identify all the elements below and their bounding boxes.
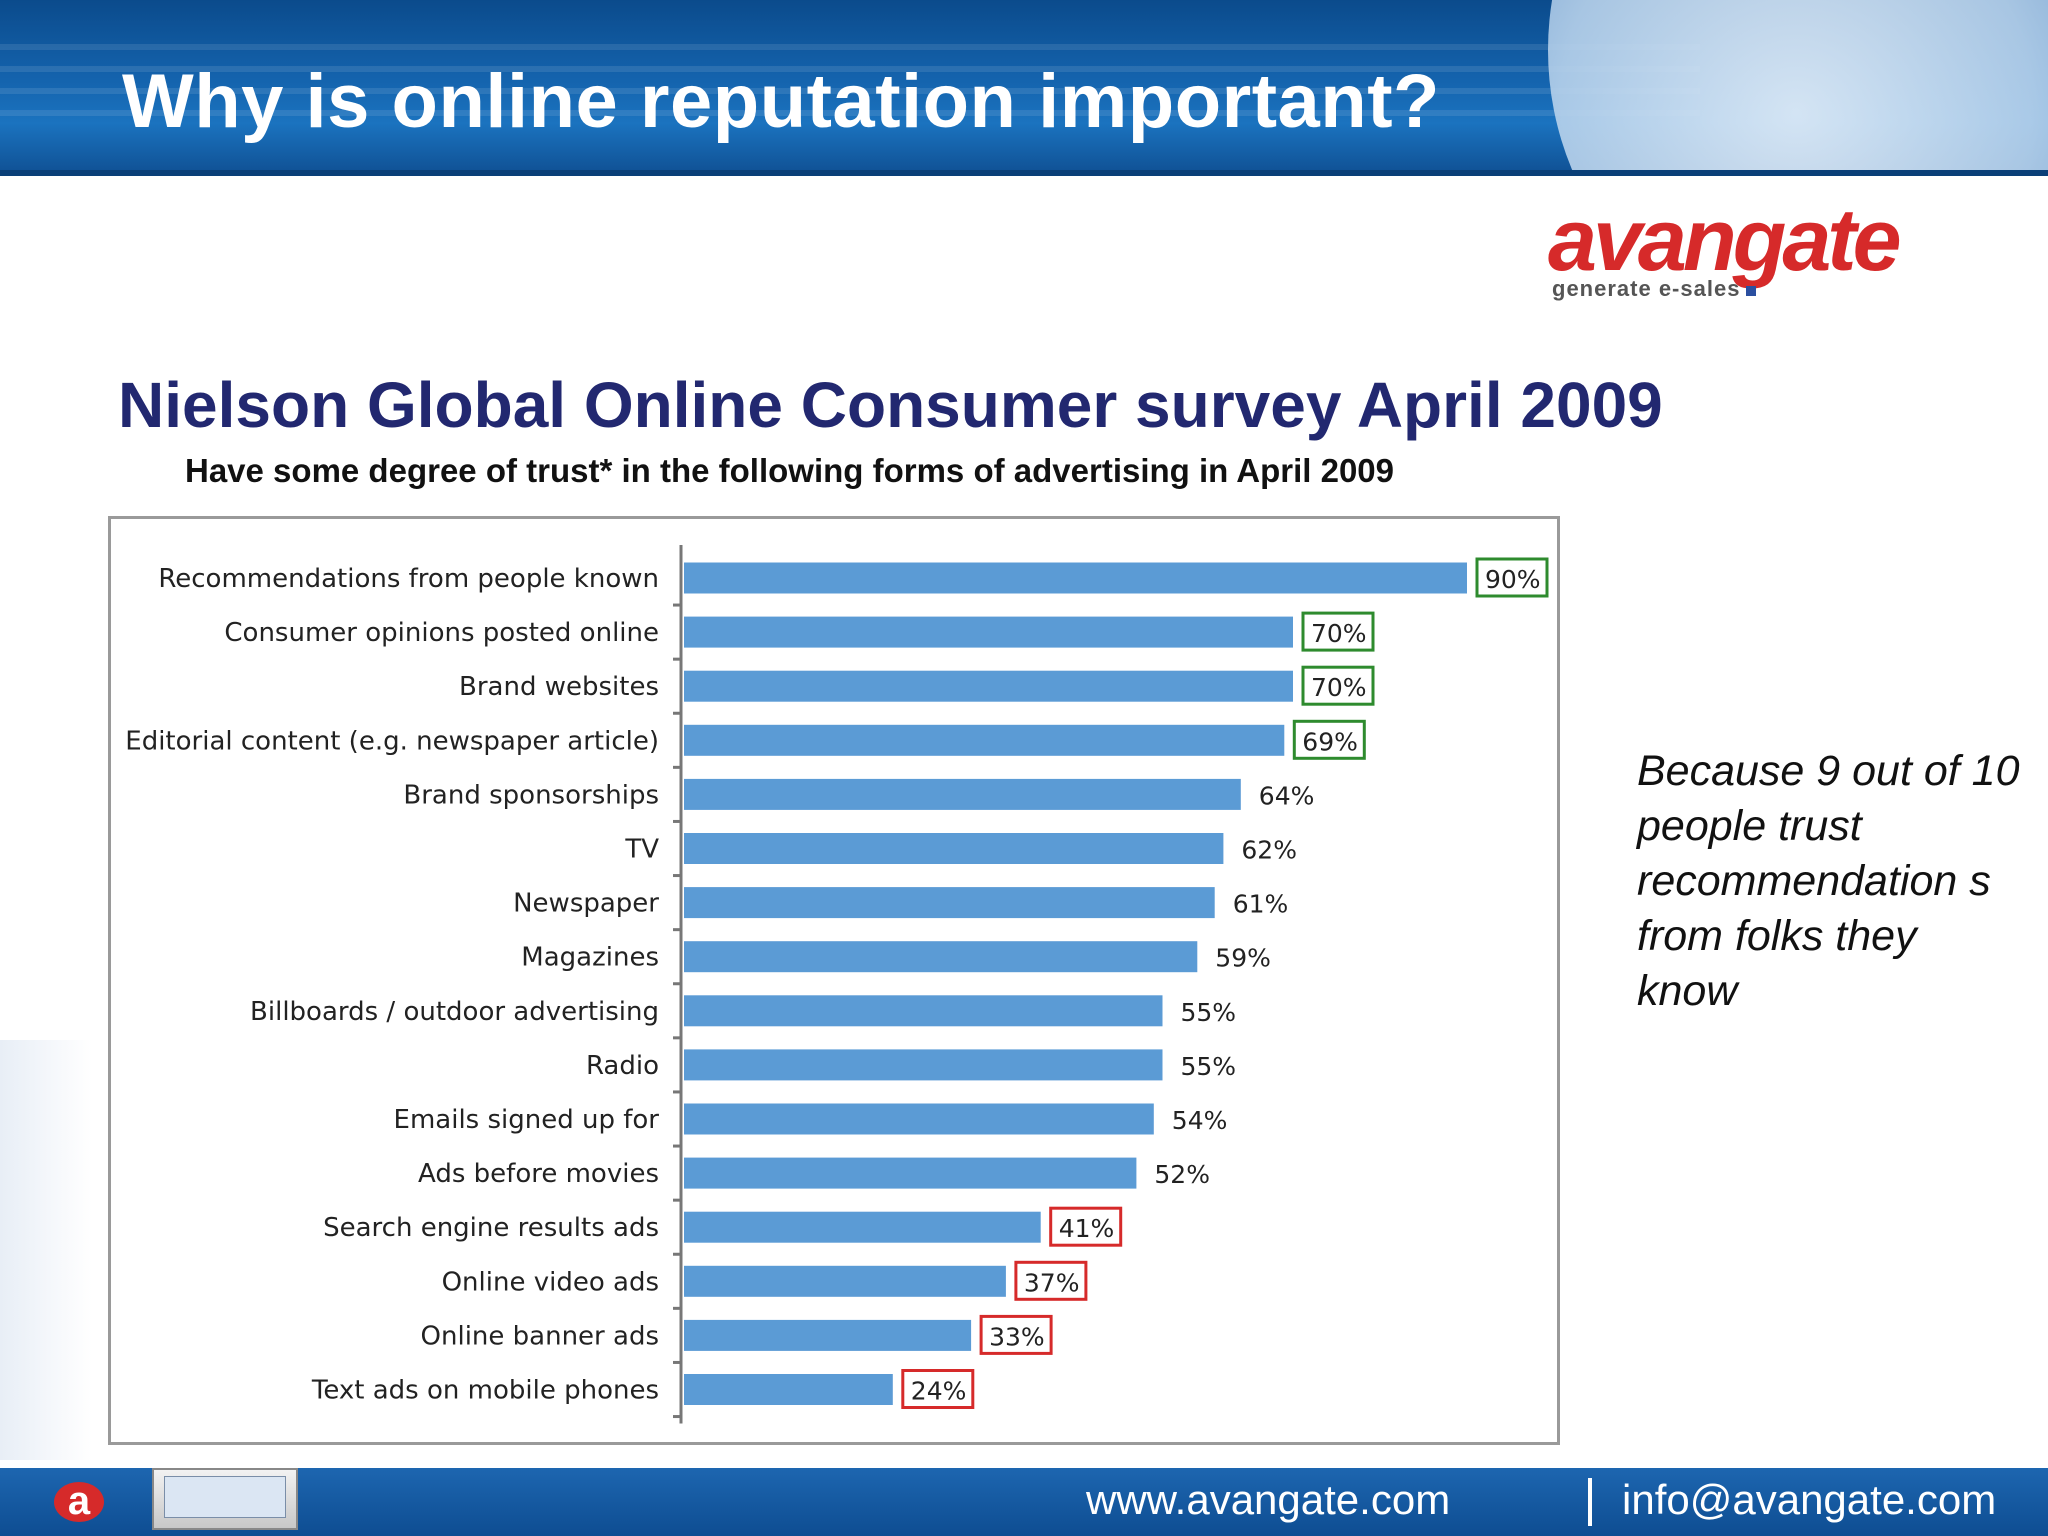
logo-tagline-text: generate e-sales bbox=[1552, 276, 1741, 301]
bar bbox=[684, 1103, 1154, 1135]
data-label: 61% bbox=[1233, 890, 1289, 919]
avangate-logo: avangate generate e-sales bbox=[1548, 190, 1998, 310]
bar-chart: Recommendations from people known 90% Cons… bbox=[125, 545, 1549, 1424]
data-label: 24% bbox=[911, 1377, 967, 1406]
category-label: Brand sponsorships bbox=[403, 780, 659, 810]
bar bbox=[684, 1211, 1041, 1243]
category-label: Billboards / outdoor advertising bbox=[250, 997, 659, 1027]
data-label: 55% bbox=[1181, 1052, 1237, 1081]
category-label: Text ads on mobile phones bbox=[311, 1376, 659, 1406]
highlight-box-green bbox=[1301, 665, 1375, 706]
bar bbox=[684, 616, 1293, 648]
header-banner bbox=[0, 0, 2048, 176]
data-label: 54% bbox=[1172, 1106, 1228, 1135]
laptop-icon bbox=[152, 1468, 298, 1530]
bar bbox=[684, 724, 1285, 756]
bar bbox=[684, 995, 1163, 1027]
category-label: Consumer opinions posted online bbox=[224, 618, 659, 648]
bar bbox=[684, 833, 1224, 864]
category-label: Newspaper bbox=[513, 889, 659, 919]
category-label: Brand websites bbox=[459, 672, 659, 702]
bar bbox=[684, 1319, 972, 1351]
header-stripe bbox=[0, 110, 1700, 116]
bar bbox=[684, 562, 1467, 594]
data-label: 41% bbox=[1059, 1214, 1115, 1243]
category-label: Online video ads bbox=[442, 1267, 659, 1297]
slide-title: Why is online reputation important? bbox=[122, 59, 1440, 144]
header-stripe bbox=[0, 66, 1700, 72]
category-label: TV bbox=[624, 835, 659, 865]
data-label: 33% bbox=[989, 1322, 1045, 1351]
logo-word: avangate bbox=[1548, 190, 1902, 289]
bar bbox=[684, 941, 1198, 973]
data-label: 69% bbox=[1302, 727, 1358, 756]
data-label: 62% bbox=[1241, 836, 1297, 865]
bar bbox=[684, 670, 1293, 702]
highlight-box-red bbox=[979, 1314, 1053, 1355]
bar bbox=[684, 887, 1215, 919]
data-label: 59% bbox=[1215, 944, 1271, 973]
footer-separator bbox=[1588, 1478, 1592, 1526]
category-label: Magazines bbox=[521, 943, 659, 973]
slide-subtitle: Nielson Global Online Consumer survey Ap… bbox=[118, 369, 1663, 441]
data-label: 37% bbox=[1024, 1268, 1080, 1297]
bar bbox=[684, 1049, 1163, 1081]
data-label: 52% bbox=[1154, 1160, 1210, 1189]
highlight-box-green bbox=[1301, 611, 1375, 652]
bar bbox=[684, 1374, 893, 1405]
category-label: Editorial content (e.g. newspaper articl… bbox=[125, 726, 659, 756]
data-label: 90% bbox=[1485, 565, 1541, 594]
globe-graphic bbox=[1548, 0, 2048, 176]
bar bbox=[684, 1157, 1137, 1189]
category-label: Search engine results ads bbox=[323, 1213, 659, 1243]
category-label: Emails signed up for bbox=[394, 1105, 660, 1135]
header-bottom-line bbox=[0, 170, 2048, 176]
avangate-a-icon: a bbox=[54, 1481, 104, 1522]
footer-bar: a www.avangate.com info@avangate.com bbox=[0, 1468, 2048, 1536]
highlight-box-red bbox=[901, 1369, 975, 1409]
bar bbox=[684, 778, 1241, 810]
bar bbox=[684, 1265, 1006, 1297]
highlight-box-green bbox=[1292, 719, 1366, 760]
category-label: Radio bbox=[586, 1051, 659, 1081]
logo-tagline: generate e-sales bbox=[1552, 276, 1757, 302]
header-stripe bbox=[0, 88, 1700, 94]
footer-email[interactable]: info@avangate.com bbox=[1622, 1476, 1997, 1523]
chart-title: Have some degree of trust* in the follow… bbox=[185, 452, 1395, 489]
highlight-box-red bbox=[1014, 1260, 1088, 1301]
data-label: 70% bbox=[1311, 619, 1367, 648]
highlight-box-green bbox=[1475, 557, 1549, 598]
highlight-box-red bbox=[1049, 1206, 1123, 1247]
category-label: Online banner ads bbox=[421, 1321, 659, 1351]
logo-square-icon bbox=[1746, 286, 1757, 296]
chart-frame: Recommendations from people known 90% Cons… bbox=[108, 516, 1560, 1445]
laptop-screen bbox=[164, 1476, 286, 1518]
category-label: Recommendations from people known bbox=[158, 564, 659, 594]
data-label: 64% bbox=[1259, 781, 1315, 810]
header-stripe bbox=[0, 44, 1700, 50]
data-label: 55% bbox=[1181, 998, 1237, 1027]
category-label: Ads before movies bbox=[418, 1159, 659, 1189]
side-note: Because 9 out of 10 people trust recomme… bbox=[1637, 747, 2020, 1015]
footer-url[interactable]: www.avangate.com bbox=[1086, 1476, 1451, 1523]
data-label: 70% bbox=[1311, 673, 1367, 702]
left-glow-decoration bbox=[0, 1040, 92, 1460]
